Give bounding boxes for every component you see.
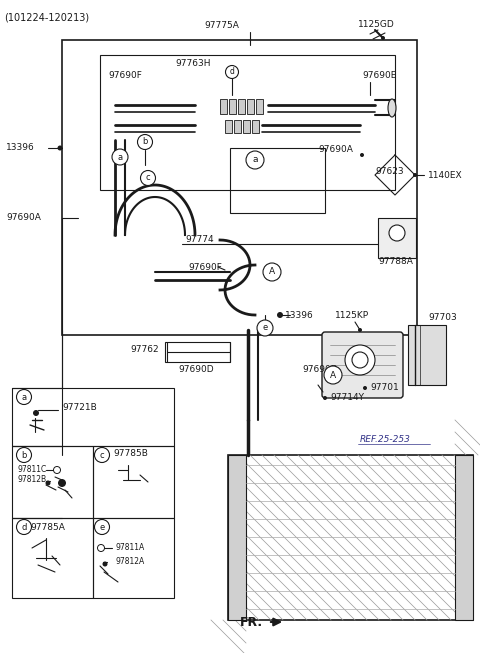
Bar [100,55,395,190]
Bar [220,99,227,114]
Text: 97623: 97623 [375,168,404,176]
Circle shape [358,328,362,332]
Text: 97703: 97703 [428,313,457,323]
Bar [247,99,254,114]
Text: 97812A: 97812A [115,556,144,565]
Text: REF.25-253: REF.25-253 [360,436,411,445]
Text: A: A [330,370,336,379]
Text: 13396: 13396 [285,310,314,319]
Text: c: c [146,174,150,182]
Circle shape [95,447,109,462]
Bar [12,388,174,446]
Text: 97701: 97701 [370,383,399,392]
Circle shape [16,520,32,535]
Text: (101224-120213): (101224-120213) [4,13,89,23]
Text: 97763H: 97763H [175,59,211,67]
Bar [93,446,174,518]
Circle shape [95,520,109,535]
Ellipse shape [388,99,396,117]
Text: 97690A: 97690A [6,214,41,223]
Text: 97785A: 97785A [30,522,65,532]
Text: c: c [100,451,104,460]
Text: d: d [21,522,27,532]
Circle shape [389,225,405,241]
Circle shape [141,170,156,185]
Text: 97762: 97762 [130,345,158,355]
Text: 97812B: 97812B [18,475,47,485]
Bar [256,99,263,114]
Text: 97785B: 97785B [113,449,148,458]
Text: b: b [21,451,27,460]
Text: b: b [142,138,148,146]
Text: 97690D: 97690D [178,366,214,375]
Circle shape [263,263,281,281]
Circle shape [46,481,50,485]
Text: e: e [99,522,105,532]
Bar [12,518,93,598]
Circle shape [16,389,32,404]
Text: 97721B: 97721B [62,404,97,413]
Bar [12,446,93,518]
Text: 97774: 97774 [185,236,214,244]
Circle shape [360,153,364,157]
Circle shape [226,65,239,78]
Circle shape [345,345,375,375]
Circle shape [352,352,368,368]
Bar [408,325,446,385]
Circle shape [16,447,32,462]
Text: 97714Y: 97714Y [330,394,364,402]
Circle shape [277,312,283,318]
Circle shape [246,151,264,169]
Circle shape [97,545,105,552]
Circle shape [53,466,60,473]
Bar [225,120,232,133]
Circle shape [58,479,66,487]
Circle shape [257,320,273,336]
Text: 97690F: 97690F [108,71,142,80]
Bar [243,120,250,133]
Bar [238,99,245,114]
Bar [228,455,246,620]
Circle shape [103,562,108,567]
Text: 1140EX: 1140EX [428,170,463,180]
Text: 97690F: 97690F [188,263,222,272]
Text: 97690A: 97690A [318,146,353,155]
Text: 97788A: 97788A [378,257,413,266]
Text: 97811C: 97811C [18,466,47,475]
Text: a: a [118,153,122,161]
Circle shape [413,173,417,177]
Circle shape [137,135,153,150]
Text: a: a [252,155,258,165]
Text: a: a [22,392,26,402]
Text: 1125KP: 1125KP [335,310,369,319]
Text: d: d [229,67,234,76]
Bar [378,218,416,258]
Circle shape [112,149,128,165]
FancyBboxPatch shape [322,332,403,398]
Bar [62,40,417,335]
Bar [229,99,236,114]
Bar [228,455,473,620]
Text: e: e [263,323,268,332]
Bar [230,148,325,213]
Bar [93,518,174,598]
Bar [234,120,241,133]
Text: 97690E: 97690E [362,71,396,80]
Circle shape [58,146,62,150]
Text: 1125GD: 1125GD [358,20,395,29]
Text: 13396: 13396 [6,144,35,153]
Text: FR.: FR. [240,616,263,628]
Circle shape [363,386,367,390]
Bar [165,342,230,362]
Circle shape [323,396,327,400]
Circle shape [33,410,39,416]
Text: 97690D: 97690D [302,366,337,375]
Text: 97811A: 97811A [115,543,144,552]
Bar [252,120,259,133]
Circle shape [381,36,385,40]
Bar [455,455,473,620]
Text: 97775A: 97775A [204,20,240,29]
Circle shape [324,366,342,384]
Text: A: A [269,268,275,276]
